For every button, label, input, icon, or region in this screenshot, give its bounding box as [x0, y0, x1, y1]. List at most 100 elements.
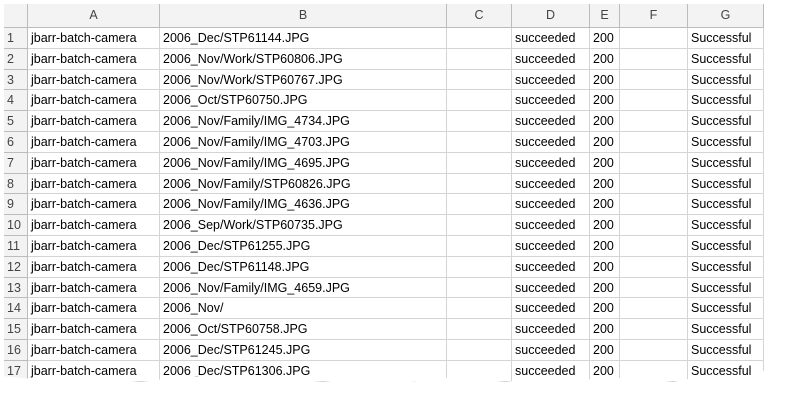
- row-header[interactable]: 6: [4, 132, 28, 153]
- cell[interactable]: succeeded: [512, 277, 590, 299]
- column-header[interactable]: E: [590, 4, 620, 28]
- cell[interactable]: [620, 236, 688, 257]
- cell[interactable]: [447, 215, 512, 236]
- cell[interactable]: jbarr-batch-camera: [28, 215, 160, 236]
- cell[interactable]: [620, 173, 688, 195]
- cell[interactable]: Successful: [688, 256, 764, 278]
- cell[interactable]: jbarr-batch-camera: [28, 298, 160, 320]
- column-header[interactable]: B: [160, 4, 447, 28]
- cell[interactable]: 200: [590, 28, 620, 49]
- cell[interactable]: succeeded: [512, 256, 590, 278]
- cell[interactable]: Successful: [688, 132, 764, 153]
- cell[interactable]: 200: [590, 319, 620, 340]
- cell[interactable]: jbarr-batch-camera: [28, 277, 160, 299]
- cell[interactable]: succeeded: [512, 28, 590, 49]
- cell[interactable]: succeeded: [512, 132, 590, 153]
- column-header[interactable]: C: [447, 4, 512, 28]
- cell[interactable]: [447, 152, 512, 174]
- cell[interactable]: succeeded: [512, 360, 590, 382]
- cell[interactable]: 2006_Nov/Family/IMG_4695.JPG: [160, 152, 447, 174]
- cell[interactable]: 2006_Dec/STP61245.JPG: [160, 340, 447, 361]
- cell[interactable]: Successful: [688, 277, 764, 299]
- cell[interactable]: 200: [590, 298, 620, 320]
- cell[interactable]: jbarr-batch-camera: [28, 48, 160, 70]
- cell[interactable]: [620, 340, 688, 361]
- cell[interactable]: [447, 90, 512, 112]
- cell[interactable]: 200: [590, 90, 620, 112]
- cell[interactable]: jbarr-batch-camera: [28, 111, 160, 132]
- column-header[interactable]: A: [28, 4, 160, 28]
- cell[interactable]: jbarr-batch-camera: [28, 28, 160, 49]
- cell[interactable]: 200: [590, 256, 620, 278]
- cell[interactable]: 2006_Nov/Work/STP60806.JPG: [160, 48, 447, 70]
- cell[interactable]: [447, 48, 512, 70]
- cell[interactable]: succeeded: [512, 319, 590, 340]
- cell[interactable]: [620, 111, 688, 132]
- cell[interactable]: [447, 298, 512, 320]
- cell[interactable]: Successful: [688, 340, 764, 361]
- cell[interactable]: jbarr-batch-camera: [28, 319, 160, 340]
- cell[interactable]: 2006_Dec/STP61255.JPG: [160, 236, 447, 257]
- cell[interactable]: [620, 48, 688, 70]
- cell[interactable]: 2006_Oct/STP60750.JPG: [160, 90, 447, 112]
- cell[interactable]: [620, 277, 688, 299]
- row-header[interactable]: 13: [4, 277, 28, 299]
- cell[interactable]: succeeded: [512, 152, 590, 174]
- cell[interactable]: Successful: [688, 48, 764, 70]
- row-header[interactable]: 1: [4, 28, 28, 49]
- cell[interactable]: 200: [590, 132, 620, 153]
- cell[interactable]: Successful: [688, 173, 764, 195]
- cell[interactable]: Successful: [688, 298, 764, 320]
- cell[interactable]: [447, 256, 512, 278]
- cell[interactable]: Successful: [688, 215, 764, 236]
- cell[interactable]: [620, 132, 688, 153]
- row-header[interactable]: 12: [4, 256, 28, 278]
- cell[interactable]: 200: [590, 69, 620, 91]
- cell[interactable]: 2006_Dec/STP61148.JPG: [160, 256, 447, 278]
- cell[interactable]: 2006_Nov/Family/IMG_4734.JPG: [160, 111, 447, 132]
- cell[interactable]: jbarr-batch-camera: [28, 69, 160, 91]
- cell[interactable]: 200: [590, 111, 620, 132]
- cell[interactable]: 2006_Nov/Work/STP60767.JPG: [160, 69, 447, 91]
- row-header[interactable]: 8: [4, 173, 28, 195]
- cell[interactable]: 2006_Nov/Family/STP60826.JPG: [160, 173, 447, 195]
- cell[interactable]: 200: [590, 48, 620, 70]
- cell[interactable]: jbarr-batch-camera: [28, 194, 160, 216]
- cell[interactable]: succeeded: [512, 298, 590, 320]
- corner-header[interactable]: [4, 4, 28, 28]
- cell[interactable]: 2006_Oct/STP60758.JPG: [160, 319, 447, 340]
- row-header[interactable]: 17: [4, 360, 28, 382]
- row-header[interactable]: 10: [4, 215, 28, 236]
- cell[interactable]: succeeded: [512, 194, 590, 216]
- cell[interactable]: succeeded: [512, 340, 590, 361]
- cell[interactable]: 200: [590, 152, 620, 174]
- cell[interactable]: [447, 111, 512, 132]
- cell[interactable]: jbarr-batch-camera: [28, 340, 160, 361]
- cell[interactable]: [620, 194, 688, 216]
- cell[interactable]: [447, 173, 512, 195]
- cell[interactable]: [447, 194, 512, 216]
- column-header[interactable]: D: [512, 4, 590, 28]
- cell[interactable]: [620, 360, 688, 382]
- row-header[interactable]: 9: [4, 194, 28, 216]
- cell[interactable]: Successful: [688, 194, 764, 216]
- cell[interactable]: 2006_Sep/Work/STP60735.JPG: [160, 215, 447, 236]
- row-header[interactable]: 5: [4, 111, 28, 132]
- cell[interactable]: 2006_Nov/: [160, 298, 447, 320]
- cell[interactable]: jbarr-batch-camera: [28, 236, 160, 257]
- cell[interactable]: [447, 319, 512, 340]
- cell[interactable]: succeeded: [512, 173, 590, 195]
- row-header[interactable]: 14: [4, 298, 28, 320]
- cell[interactable]: succeeded: [512, 90, 590, 112]
- cell[interactable]: jbarr-batch-camera: [28, 173, 160, 195]
- cell[interactable]: Successful: [688, 28, 764, 49]
- cell[interactable]: 2006_Dec/STP61144.JPG: [160, 28, 447, 49]
- row-header[interactable]: 7: [4, 152, 28, 174]
- cell[interactable]: 200: [590, 173, 620, 195]
- cell[interactable]: 200: [590, 236, 620, 257]
- cell[interactable]: 2006_Nov/Family/IMG_4659.JPG: [160, 277, 447, 299]
- cell[interactable]: [620, 90, 688, 112]
- cell[interactable]: 2006_Dec/STP61306.JPG: [160, 360, 447, 382]
- row-header[interactable]: 11: [4, 236, 28, 257]
- cell[interactable]: Successful: [688, 69, 764, 91]
